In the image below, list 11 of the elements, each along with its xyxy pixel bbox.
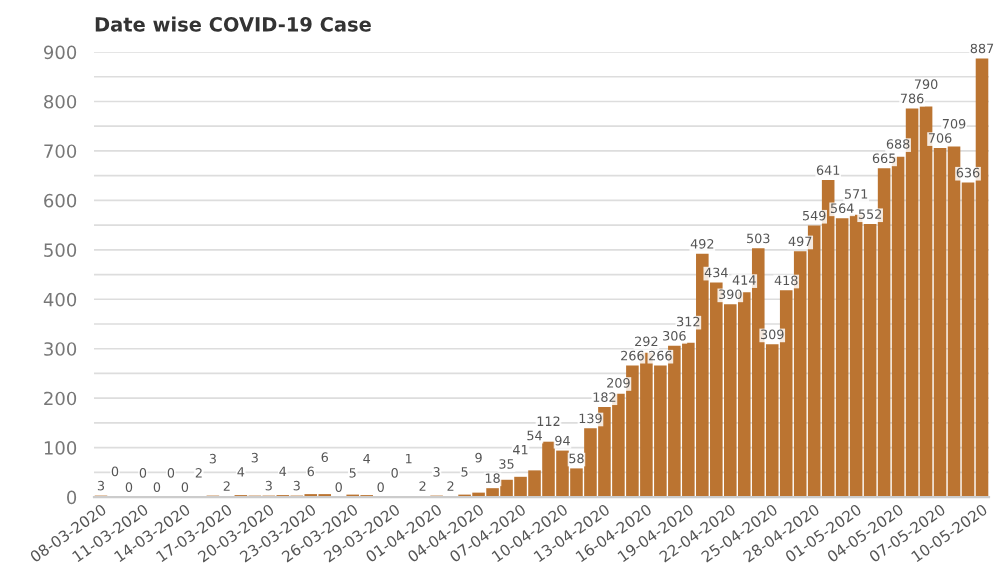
y-tick-label: 700 bbox=[44, 144, 77, 159]
y-tick-label: 300 bbox=[44, 342, 77, 356]
y-tick-label: 500 bbox=[44, 243, 77, 257]
y-tick-label: 400 bbox=[43, 292, 77, 307]
y-tick-label: 900 bbox=[44, 45, 77, 60]
chart-title: Date wise COVID-19 Case bbox=[95, 16, 371, 32]
y-tick-label: 100 bbox=[44, 441, 77, 455]
y-tick-label: 200 bbox=[44, 391, 77, 406]
y-tick-label: 0 bbox=[67, 490, 77, 505]
y-tick-label: 800 bbox=[44, 94, 77, 109]
y-tick-label: 600 bbox=[44, 193, 77, 208]
